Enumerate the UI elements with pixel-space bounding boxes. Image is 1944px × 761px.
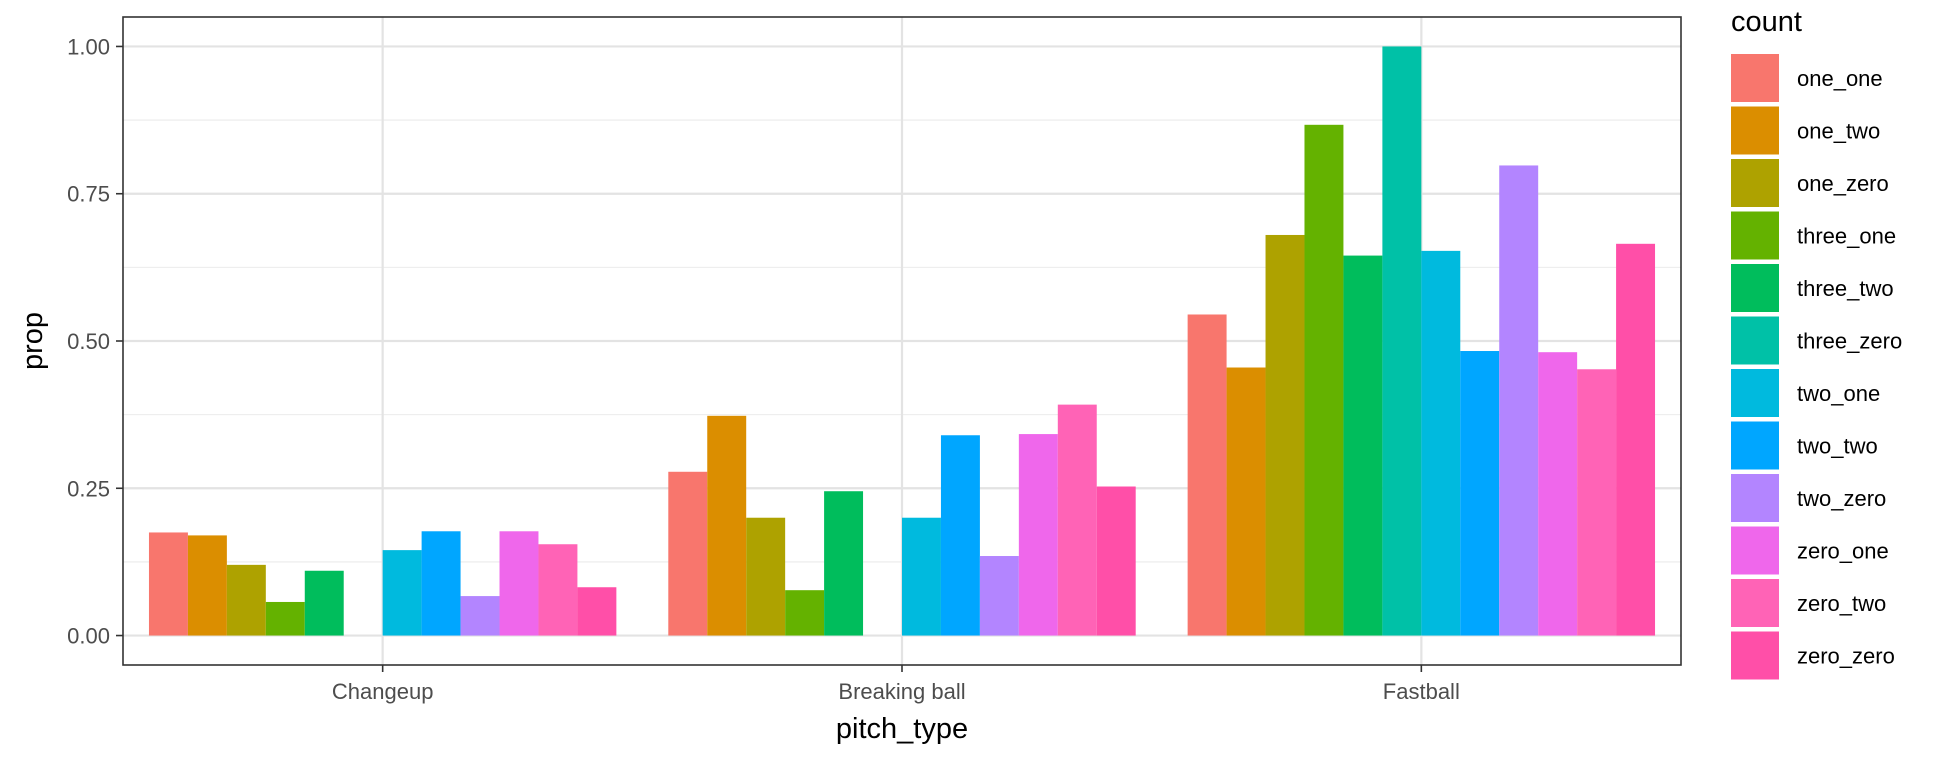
bar-one_two-2 [1226,367,1266,636]
bar-zero_one-1 [1018,434,1058,636]
bar-two_one-0 [382,550,422,636]
bar-one_zero-1 [746,517,786,636]
y-tick-label: 0.75 [67,182,110,207]
legend-key-zero_one [1731,526,1779,575]
legend-label-two_two: two_two [1797,434,1878,459]
legend-key-one_two [1731,106,1779,155]
bar-two_two-0 [421,531,461,636]
bar-two_two-2 [1460,351,1500,636]
legend-title: count [1731,6,1802,38]
bar-two_zero-1 [979,556,1019,636]
bar-three_one-1 [785,590,825,636]
legend-label-one_zero: one_zero [1797,171,1889,196]
legend-label-two_one: two_one [1797,381,1880,406]
bar-two_zero-2 [1499,165,1539,636]
bar-one_two-0 [187,535,227,636]
bar-zero_one-0 [499,531,539,636]
legend-label-zero_zero: zero_zero [1797,644,1895,669]
legend-label-three_zero: three_zero [1797,329,1902,354]
bar-zero_zero-1 [1096,486,1136,636]
bar-three_one-2 [1304,124,1344,636]
bar-zero_one-2 [1538,352,1578,636]
bar-zero_two-0 [538,544,578,636]
legend-key-one_one [1731,54,1779,102]
x-tick-label: Breaking ball [838,679,965,704]
legend-key-two_zero [1731,474,1779,522]
bar-two_one-2 [1421,250,1461,636]
legend-label-zero_two: zero_two [1797,591,1886,616]
legend-label-three_one: three_one [1797,224,1896,249]
bar-one_one-1 [668,471,708,636]
bar-one_one-0 [148,532,188,636]
bar-three_two-0 [304,570,344,636]
y-tick-label: 0.50 [67,329,110,354]
bar-three_two-2 [1343,255,1383,636]
bar-one_one-2 [1187,314,1227,636]
x-tick-label: Changeup [332,679,434,704]
legend-label-zero_one: zero_one [1797,539,1889,564]
bar-zero_two-1 [1057,404,1097,636]
y-tick-label: 0.00 [67,624,110,649]
bar-two_zero-0 [460,596,500,636]
y-tick-label: 0.25 [67,476,110,501]
legend-label-two_zero: two_zero [1797,486,1886,511]
legend-label-one_one: one_one [1797,66,1883,91]
legend-key-zero_two [1731,579,1779,627]
bar-one_zero-0 [226,564,266,636]
x-axis-title: pitch_type [836,713,968,745]
bar-three_two-1 [824,491,864,636]
legend-key-three_zero [1731,316,1779,365]
x-axis: Changeup Breaking ball Fastball [332,665,1460,704]
bar-two_two-1 [940,435,980,636]
y-axis-title: prop [17,312,49,370]
bar-zero_two-2 [1577,369,1617,636]
legend-key-three_two [1731,264,1779,312]
bars [148,46,1656,636]
bar-two_one-1 [902,517,941,636]
bar-one_zero-2 [1265,234,1305,636]
legend-label-three_two: three_two [1797,276,1894,301]
y-tick-label: 1.00 [67,34,110,59]
legend-key-two_one [1731,369,1779,417]
bar-zero_zero-0 [577,587,617,636]
bar-three_zero-2 [1382,46,1422,636]
y-axis: 0.00 0.25 0.50 0.75 1.00 [67,34,123,649]
x-tick-label: Fastball [1383,679,1460,704]
legend-key-three_one [1731,211,1779,260]
legend-key-two_two [1731,421,1779,470]
bar-one_two-1 [707,415,747,636]
legend-key-zero_zero [1731,631,1779,680]
legend-key-one_zero [1731,159,1779,207]
legend-label-one_two: one_two [1797,119,1880,144]
bar-zero_zero-2 [1616,243,1656,636]
bar-three_one-0 [265,601,305,636]
legend: count one_one one_two one_zero three_onethr… [1731,6,1902,680]
